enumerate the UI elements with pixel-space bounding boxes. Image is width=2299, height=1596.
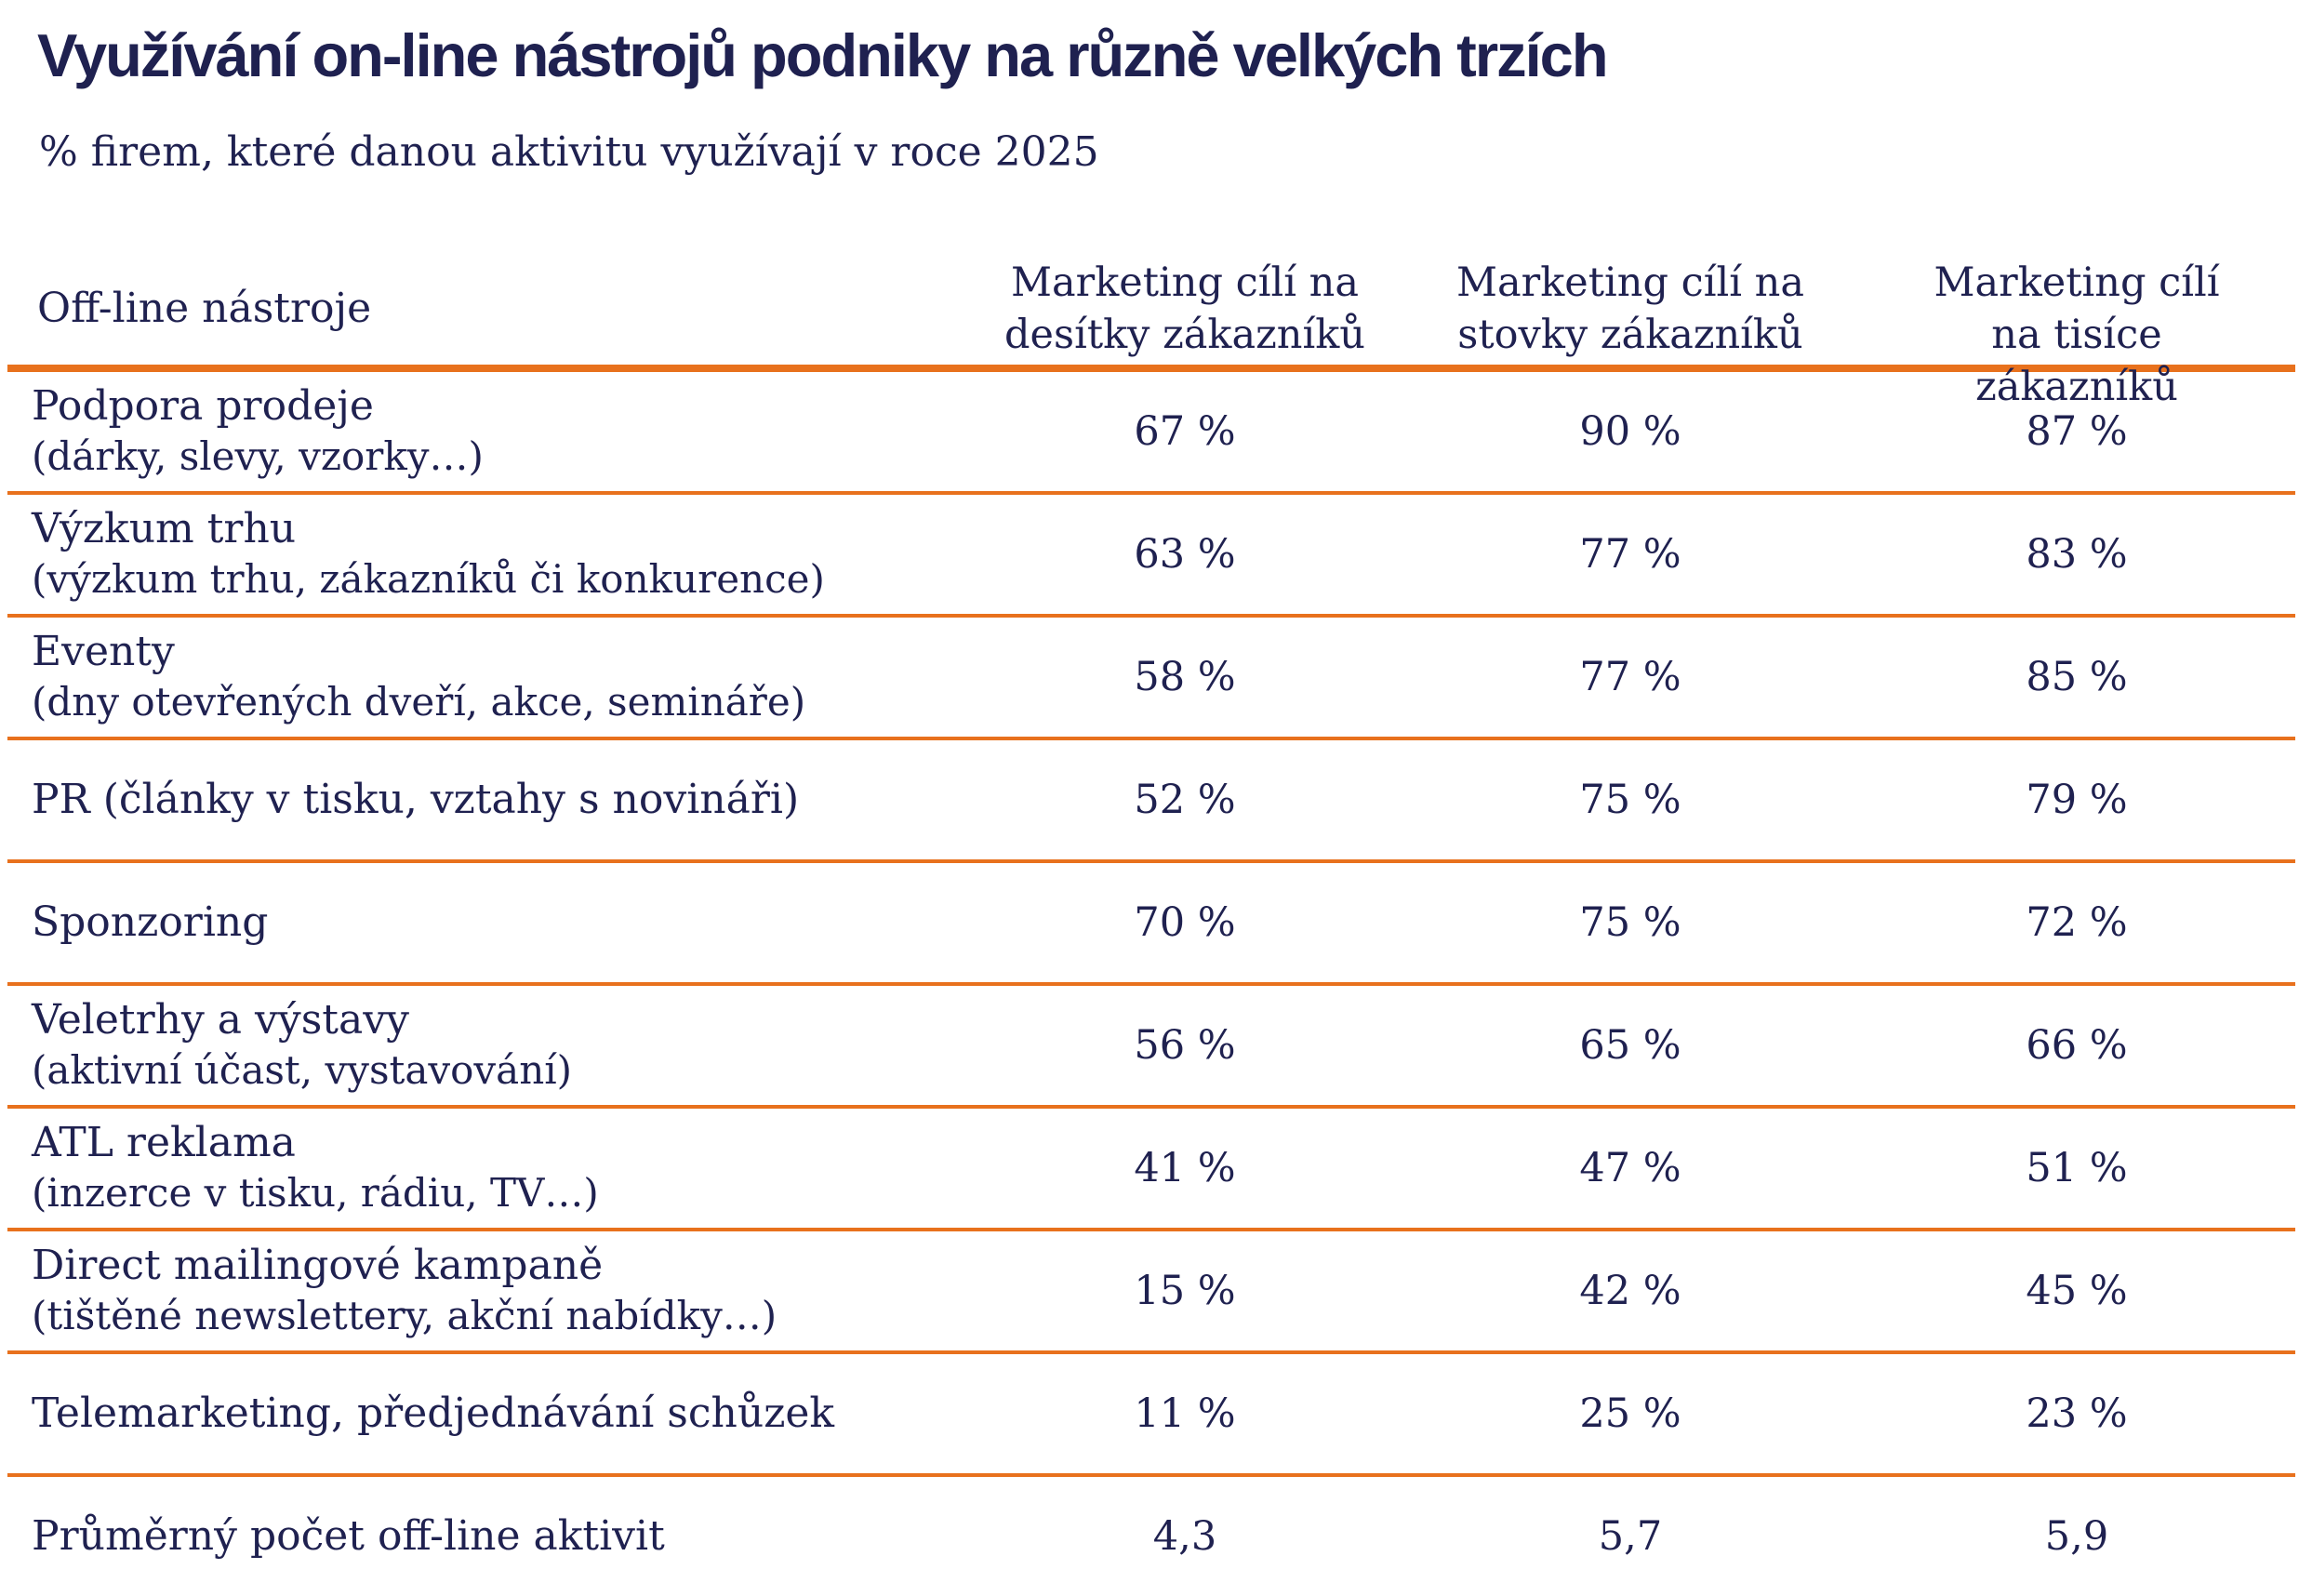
table-row: Průměrný počet off-line aktivit 4,3 5,7 5,9 <box>7 1477 2295 1596</box>
value-cell: 70 % <box>1134 899 1236 946</box>
value-cell: 5,7 <box>1598 1513 1663 1560</box>
data-table: Off-line nástroje Marketing cílí na desí… <box>7 249 2295 1596</box>
value-cell: 41 % <box>1134 1145 1236 1191</box>
header-divider <box>7 365 2295 372</box>
table-row: ATL reklama (inzerce v tisku, rádiu, TV…)… <box>7 1109 2295 1231</box>
row-label: Sponzoring <box>32 863 268 982</box>
row-label: ATL reklama (inzerce v tisku, rádiu, TV…) <box>32 1109 599 1228</box>
row-label: Průměrný počet off-line aktivit <box>32 1477 665 1596</box>
value-cell: 83 % <box>2026 531 2128 578</box>
value-cell: 23 % <box>2026 1390 2128 1437</box>
value-cell: 87 % <box>2026 408 2128 455</box>
value-cell: 77 % <box>1579 654 1681 700</box>
row-label: PR (články v tisku, vztahy s novináři) <box>32 740 799 859</box>
value-cell: 85 % <box>2026 654 2128 700</box>
row-label-main: Výzkum trhu <box>32 505 297 552</box>
row-label-main: Eventy <box>32 628 175 675</box>
table-row: Veletrhy a výstavy (aktivní účast, vystav… <box>7 986 2295 1109</box>
value-cell: 15 % <box>1134 1268 1236 1314</box>
value-cell: 45 % <box>2026 1268 2128 1314</box>
row-label-main: Podpora prodeje <box>32 382 374 430</box>
value-cell: 47 % <box>1579 1145 1681 1191</box>
row-label-main: Telemarketing, předjednávání schůzek <box>32 1390 835 1437</box>
table-row: Eventy (dny otevřených dveří, akce, semin… <box>7 618 2295 740</box>
row-label-sub: (výzkum trhu, zákazníků či konkurence) <box>32 556 825 602</box>
row-label-sub: (tištěné newslettery, akční nabídky…) <box>32 1293 777 1338</box>
value-cell: 63 % <box>1134 531 1236 578</box>
row-label-sub: (dárky, slevy, vzorky…) <box>32 433 484 479</box>
value-cell: 66 % <box>2026 1022 2128 1069</box>
value-cell: 67 % <box>1134 408 1236 455</box>
column-header-tisice: Marketing cílí na tisíce zákazníků <box>1934 259 2220 410</box>
row-label: Eventy (dny otevřených dveří, akce, semin… <box>32 618 805 737</box>
row-label-sub: (aktivní účast, vystavování) <box>32 1047 573 1093</box>
value-cell: 5,9 <box>2044 1513 2109 1560</box>
row-label: Telemarketing, předjednávání schůzek <box>32 1354 834 1473</box>
row-label-main: Sponzoring <box>32 898 269 946</box>
row-header-label: Off-line nástroje <box>37 285 372 332</box>
row-label-sub: (inzerce v tisku, rádiu, TV…) <box>32 1170 599 1216</box>
value-cell: 72 % <box>2026 899 2128 946</box>
table-header: Off-line nástroje Marketing cílí na desí… <box>7 249 2295 410</box>
column-header-desitky: Marketing cílí na desítky zákazníků <box>1004 259 1365 358</box>
row-label: Podpora prodeje (dárky, slevy, vzorky…) <box>32 372 484 491</box>
value-cell: 4,3 <box>1152 1513 1217 1560</box>
value-cell: 75 % <box>1579 899 1681 946</box>
row-label: Veletrhy a výstavy (aktivní účast, vystav… <box>32 986 572 1105</box>
table-row: Direct mailingové kampaně (tištěné newsle… <box>7 1231 2295 1354</box>
value-cell: 56 % <box>1134 1022 1236 1069</box>
value-cell: 90 % <box>1579 408 1681 455</box>
table-row: Sponzoring 70 % 75 % 72 % <box>7 863 2295 986</box>
value-cell: 11 % <box>1134 1390 1236 1437</box>
column-header-stovky: Marketing cílí na stovky zákazníků <box>1456 259 1804 358</box>
row-label: Výzkum trhu (výzkum trhu, zákazníků či ko… <box>32 495 825 614</box>
value-cell: 65 % <box>1579 1022 1681 1069</box>
table-row: PR (články v tisku, vztahy s novináři) 52… <box>7 740 2295 863</box>
table-row: Telemarketing, předjednávání schůzek 11 %… <box>7 1354 2295 1477</box>
row-label-main: PR (články v tisku, vztahy s novináři) <box>32 776 800 823</box>
value-cell: 58 % <box>1134 654 1236 700</box>
value-cell: 75 % <box>1579 777 1681 823</box>
row-label-main: Průměrný počet off-line aktivit <box>32 1512 665 1560</box>
row-label-main: ATL reklama <box>32 1119 296 1166</box>
value-cell: 52 % <box>1134 777 1236 823</box>
table-row: Výzkum trhu (výzkum trhu, zákazníků či ko… <box>7 495 2295 618</box>
value-cell: 79 % <box>2026 777 2128 823</box>
row-label-main: Veletrhy a výstavy <box>32 996 409 1044</box>
value-cell: 77 % <box>1579 531 1681 578</box>
value-cell: 51 % <box>2026 1145 2128 1191</box>
value-cell: 25 % <box>1579 1390 1681 1437</box>
table-row: Podpora prodeje (dárky, slevy, vzorky…) 67… <box>7 372 2295 495</box>
page-title: Využívání on-line nástrojů podniky na rů… <box>37 21 1609 89</box>
row-label: Direct mailingové kampaně (tištěné newsle… <box>32 1231 777 1350</box>
row-label-main: Direct mailingové kampaně <box>32 1242 604 1289</box>
row-label-sub: (dny otevřených dveří, akce, semináře) <box>32 679 806 725</box>
page-subtitle: % firem, které danou aktivitu využívají … <box>39 128 1099 176</box>
value-cell: 42 % <box>1579 1268 1681 1314</box>
table-body: Podpora prodeje (dárky, slevy, vzorky…) 67… <box>7 372 2295 1596</box>
